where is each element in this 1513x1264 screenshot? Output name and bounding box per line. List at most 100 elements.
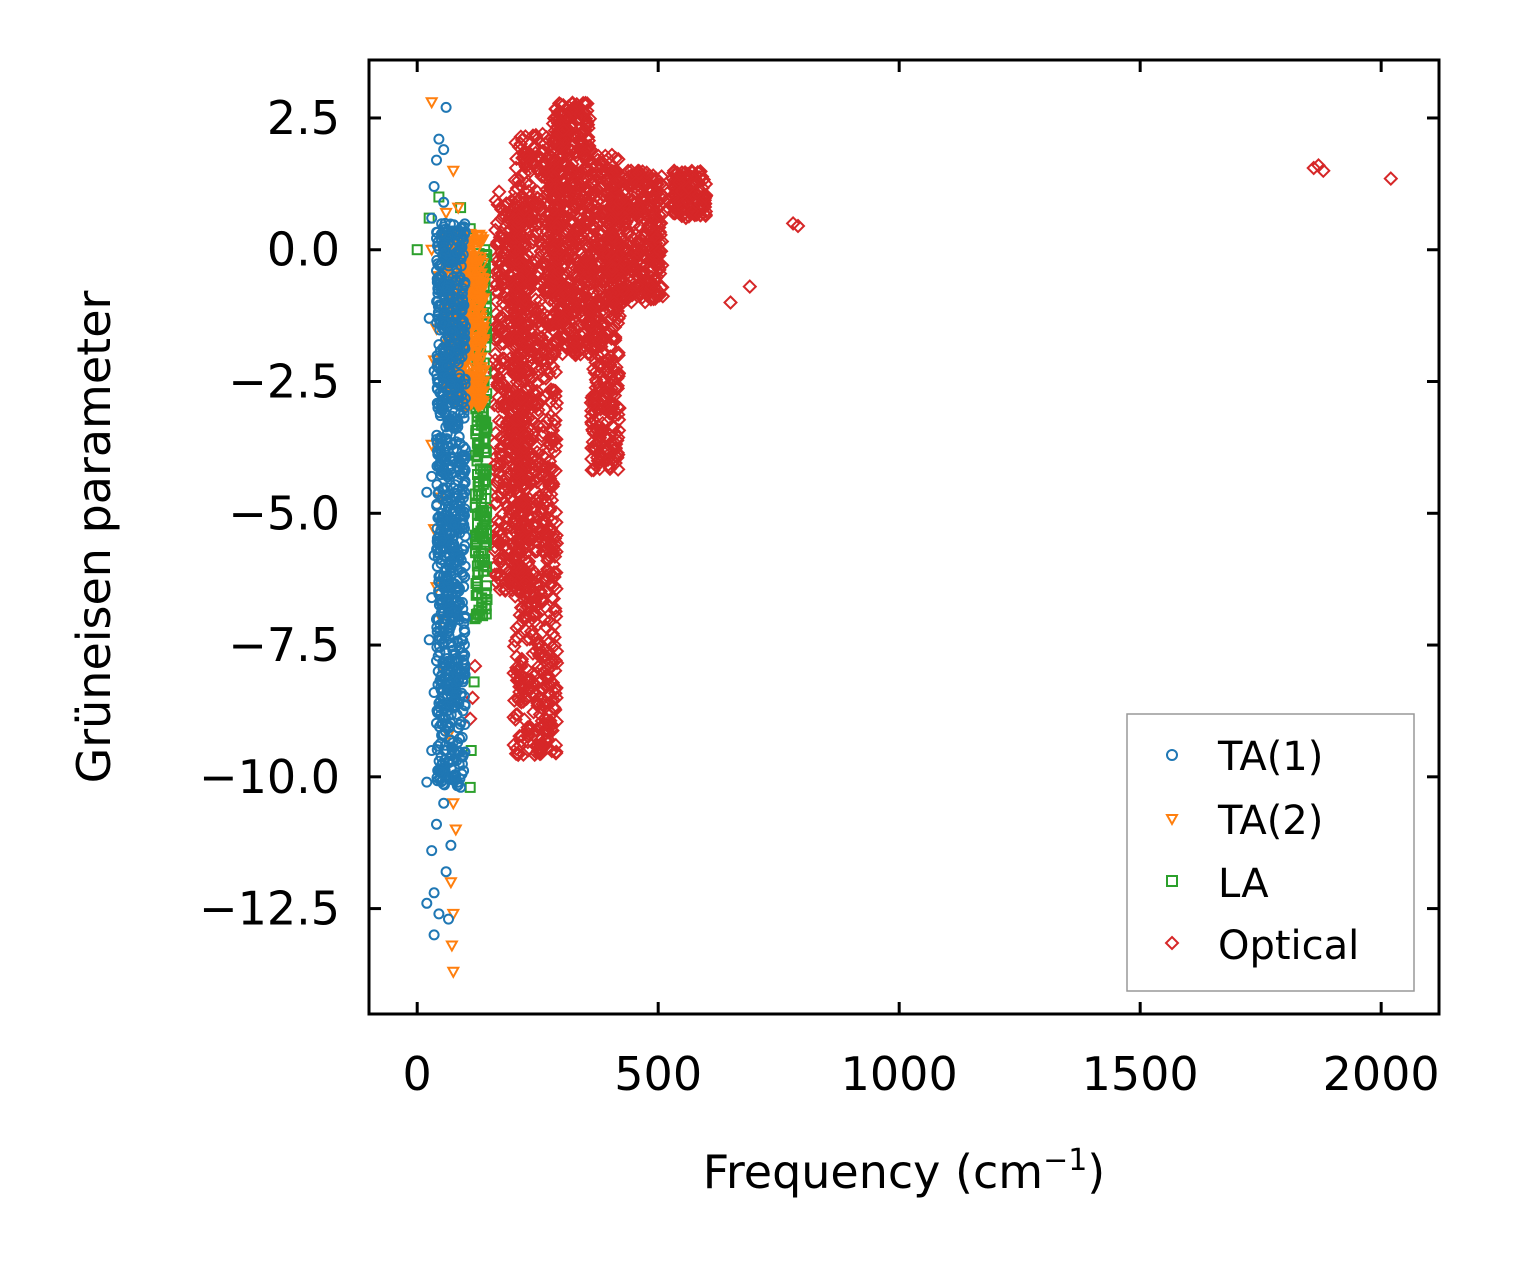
data-point-optical [604,294,620,310]
data-point-optical [543,422,559,438]
data-point-optical [513,254,528,270]
data-point-optical [610,399,626,415]
data-point-optical [550,266,566,282]
data-point-ta2 [446,798,460,811]
data-point-optical [557,256,573,272]
data-point-ta1 [447,303,459,315]
data-point-optical [589,374,605,390]
data-point-ta1 [447,290,458,302]
data-point-optical [591,284,607,300]
data-point-optical [551,331,567,347]
data-point-optical [528,643,544,659]
data-point-optical [532,746,548,762]
y-tick-label: −10.0 [199,750,340,804]
data-point-optical [665,189,681,205]
data-point-optical [532,293,548,308]
data-point-optical [558,109,574,125]
data-point-optical [535,505,551,521]
data-point-optical [549,162,565,178]
data-point-ta1 [443,913,454,925]
data-point-optical [542,453,558,469]
data-point-ta1 [446,410,458,422]
data-point-optical [585,271,601,287]
legend-label-ta2: TA(2) [1217,798,1323,844]
data-point-ta1 [454,274,466,286]
data-point-ta1 [431,717,442,729]
data-point-optical [491,263,507,279]
data-point-optical [547,663,563,679]
data-point-optical [649,229,665,245]
data-point-ta1 [458,455,470,467]
data-point-optical [509,629,525,645]
data-point-la [477,548,489,559]
data-point-optical [493,211,509,227]
data-point-ta1 [445,383,457,395]
data-point-la [480,608,492,620]
data-point-ta1 [445,619,457,630]
data-point-optical [574,173,590,189]
data-point-optical [495,363,511,378]
data-point-ta1 [428,365,440,377]
data-point-ta1 [457,705,469,717]
data-point-optical [511,211,527,227]
data-point-optical [599,429,615,445]
data-point-ta1 [436,730,448,742]
data-point-ta1 [438,144,450,156]
data-point-ta1 [438,797,450,809]
data-point-optical [680,180,696,196]
data-point-ta1 [459,276,471,288]
data-point-ta1 [428,887,440,899]
x-tick-label: 2000 [1323,1047,1440,1101]
data-point-optical [534,719,549,735]
data-point-optical [516,280,532,296]
data-point-optical [550,288,566,304]
data-point-optical [677,165,693,181]
data-point-optical [548,229,563,244]
data-point-optical [546,132,562,148]
data-point-ta1 [431,265,442,277]
data-point-ta1 [459,746,471,758]
data-point-optical [489,264,505,280]
data-point-optical [604,229,620,245]
legend: TA(1) TA(2) LA Optical [1126,713,1415,992]
data-point-optical [515,693,531,709]
data-point-optical [529,665,545,681]
data-point-optical [509,668,525,684]
data-point-la [471,416,483,428]
data-point-ta1 [435,518,447,530]
data-point-optical [510,172,526,188]
data-point-optical [557,144,573,160]
data-point-optical [555,122,571,138]
data-point-ta1 [459,373,471,385]
data-point-ta2 [474,285,488,298]
data-point-ta1 [457,315,469,327]
data-point-optical [546,526,561,542]
data-point-optical [633,257,649,273]
data-point-optical [546,323,562,339]
data-point-optical [516,338,532,354]
data-point-optical [598,379,614,395]
data-point-ta1 [431,445,443,457]
data-point-optical [489,236,505,252]
data-point-optical [546,182,562,197]
data-point-optical [651,207,667,223]
data-point-optical [515,493,531,509]
data-point-optical [623,274,639,290]
data-point-optical [533,738,549,754]
data-point-ta1 [438,613,450,625]
data-point-optical [575,210,591,226]
data-point-ta2 [469,333,483,346]
data-point-optical [517,202,533,218]
data-point-optical [537,232,553,248]
data-point-optical [543,436,559,452]
data-point-optical [528,292,544,307]
data-point-la [464,781,476,793]
data-point-optical [591,453,607,468]
data-point-ta1 [459,719,471,730]
data-point-ta1 [459,610,471,622]
data-point-optical [607,319,623,335]
data-point-ta1 [452,490,464,502]
data-point-optical [568,239,584,255]
data-point-ta1 [432,402,444,414]
data-point-optical [567,321,583,336]
